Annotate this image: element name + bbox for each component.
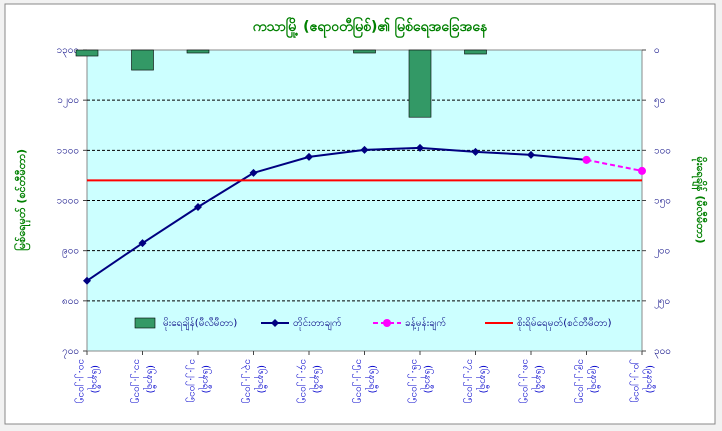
y-tick-label: ၈၀၀ [62,296,79,307]
line [586,158,643,172]
y2-tick-label: ၁၀၀ [654,145,671,156]
legend-label: စိုးရိမ်ရေမှတ်(စင်တီမီတာ) [517,316,612,331]
x-tick-label: ၁၈.၂.၂၀၁၅ [518,359,531,403]
x-tick-time: (၆နာရီ) [531,365,546,394]
y2-tick-label: ၁၅၀ [654,196,671,209]
y-tick-label: ၇၀၀ [62,346,79,359]
x-tick-label: ၂၀.၂.၂၀၁၅ [629,359,642,403]
marker [305,152,313,161]
marker [638,166,646,175]
marker [527,150,535,159]
x-tick-time: (၉နာရီ) [642,365,657,394]
line [86,146,587,282]
marker [249,168,258,177]
x-tick-label: ၁၂.၂.၂၀၁၅ [185,359,198,403]
x-tick-time: (၆နာရီ) [87,365,102,394]
y-tick-label: ၁၃၀၀ [57,45,80,58]
y2-tick-label: ၂၅၀ [654,296,670,309]
x-tick-time: (၆နာရီ) [254,365,269,394]
x-tick-label: ၁၉.၂.၂၀၁၅ [574,359,587,403]
y-tick-label: ၁၀၀၀ [57,196,80,207]
marker [416,143,424,152]
y2-tick-label: ၂၀၀ [654,246,670,259]
x-tick-label: ၁၃.၂.၂၀၁၅ [241,359,254,403]
y2-tick-label: ၃၀၀ [654,346,671,359]
y-tick-label: ၁၁၀၀ [57,145,80,156]
legend-label: ခန့်မှန်းချက် [405,316,446,331]
x-tick-label: ၁၇.၂.၂၀၁၅ [463,359,476,403]
marker [360,145,369,154]
legend-swatch [134,317,156,329]
x-tick-label: ၁၄.၂.၂၀၁၅ [296,359,309,403]
x-tick-time: (၉နာရီ) [587,365,602,394]
bar [75,49,99,57]
bar [131,49,154,71]
legend-label: တိုင်းတာချက် [293,316,342,331]
x-tick-time: (၆နာရီ) [143,365,158,394]
marker [83,276,91,285]
x-tick-time: (၆နာရီ) [476,365,491,394]
marker [471,147,480,156]
bar [464,49,487,55]
x-tick-time: (၆နာရီ) [198,365,213,394]
x-tick-label: ၁၀.၂.၂၀၁၅ [74,359,87,403]
y2-axis-label: မိုးရေချိန် (မီလီမီတာ) [691,157,708,244]
marker [194,203,202,212]
x-tick-label: ၁၁.၂.၂၀၁၅ [130,359,143,403]
bar [408,49,432,118]
bar [353,49,376,54]
x-tick-time: (၆နာရီ) [420,365,435,394]
x-tick-time: (၆နာရီ) [365,365,380,394]
x-tick-time: (၆နာရီ) [309,365,324,394]
y2-tick-label: ၅၀ [654,95,665,108]
y2-tick-label: ၀ [654,45,660,56]
legend-marker [271,319,279,327]
x-tick-label: ၁၅.၂.၂၀၁၅ [352,359,365,403]
legend-marker [383,319,391,327]
legend-label: မိုးရေချိန်(မီလီမီတာ) [163,316,237,331]
y-axis-label: မြစ်ရေမှတ် (စင်တီမီတာ) [13,149,31,251]
marker [582,155,591,164]
y-tick-label: ၉၀၀ [62,246,79,259]
marker [138,239,147,248]
bar [186,49,210,54]
x-tick-label: ၁၆.၂.၂၀၁၅ [407,359,422,403]
chart-title: ကသာမြို့ (ဧရာဝတီမြစ်)၏ မြစ်ရေအခြေအနေ [253,17,488,38]
y-tick-label: ၁၂၀၀ [57,95,79,108]
